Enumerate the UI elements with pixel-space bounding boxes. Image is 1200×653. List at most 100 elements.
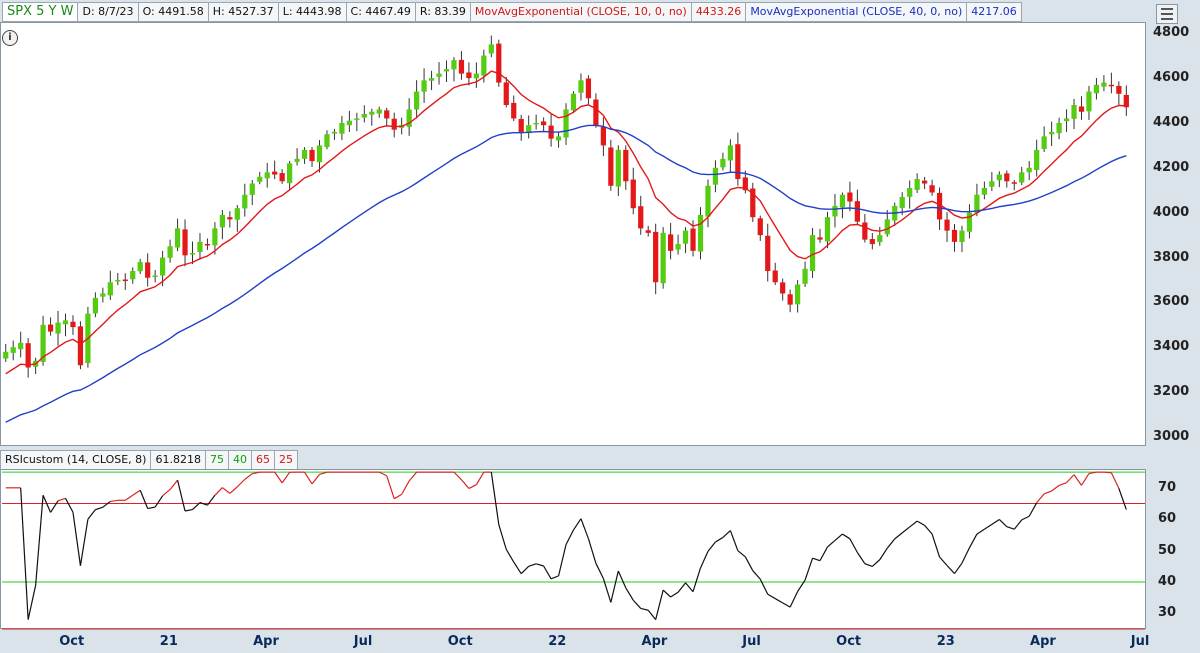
rsi-line-segment bbox=[632, 599, 642, 609]
candle-body bbox=[346, 120, 352, 126]
candle-body bbox=[780, 282, 786, 294]
candle-body bbox=[361, 113, 367, 118]
candle-body bbox=[914, 179, 920, 190]
candle-body bbox=[182, 229, 188, 256]
rsi-line-segment bbox=[139, 490, 149, 509]
candle-body bbox=[690, 228, 696, 251]
candle-body bbox=[608, 147, 614, 186]
candle-body bbox=[354, 118, 360, 120]
candle-body bbox=[301, 149, 308, 159]
symbol-label[interactable]: SPX 5 Y W bbox=[2, 2, 79, 22]
rsi-line-segment bbox=[946, 565, 955, 574]
rsi-line-segment bbox=[595, 563, 604, 579]
candle-body bbox=[287, 163, 293, 184]
rsi-line-segment bbox=[1058, 482, 1067, 486]
rsi-line-segment bbox=[759, 578, 769, 595]
rsi-line-segment bbox=[214, 487, 223, 496]
rsi-line-segment bbox=[490, 472, 500, 525]
rsi-line-segment bbox=[72, 512, 82, 566]
candle-body bbox=[936, 192, 943, 220]
candle-body bbox=[414, 91, 420, 110]
rsi-line-segment bbox=[587, 538, 597, 564]
rsi-tick-label: 40 bbox=[1158, 573, 1177, 589]
candle-body bbox=[526, 125, 532, 134]
rsi-line-segment bbox=[401, 480, 410, 495]
rsi-line-segment bbox=[640, 607, 649, 611]
candle-body bbox=[264, 172, 270, 179]
rsi-line-segment bbox=[812, 557, 821, 562]
candle-body bbox=[593, 99, 599, 126]
close-value: C: 4467.49 bbox=[346, 2, 416, 22]
candle-body bbox=[1101, 82, 1107, 87]
x-tick-label: Jul bbox=[1130, 634, 1150, 649]
candle-body bbox=[152, 275, 158, 278]
rsi-tick-label: 60 bbox=[1158, 511, 1177, 527]
x-tick-label: Apr bbox=[641, 634, 668, 649]
rsi-line-segment bbox=[722, 530, 731, 538]
candle-body bbox=[369, 111, 375, 115]
rsi-line-segment bbox=[1066, 474, 1075, 484]
rsi-line-segment bbox=[797, 579, 806, 592]
candle-body bbox=[570, 93, 577, 111]
candle-body bbox=[130, 271, 136, 280]
candle-body bbox=[907, 188, 913, 197]
rsi-line-segment bbox=[27, 585, 37, 620]
candle-body bbox=[541, 121, 547, 126]
rsi-line-segment bbox=[954, 562, 963, 574]
candle-body bbox=[339, 122, 345, 134]
candle-body bbox=[1123, 94, 1129, 108]
high-value: H: 4527.37 bbox=[208, 2, 279, 22]
info-circle-icon[interactable]: i bbox=[2, 30, 18, 46]
rsi-line-segment bbox=[782, 602, 791, 608]
rsi-line-segment bbox=[647, 609, 657, 620]
ema40-study-label[interactable]: MovAvgExponential (CLOSE, 40, 0, no) bbox=[746, 2, 968, 22]
price-tick-label: 4400 bbox=[1153, 114, 1190, 130]
rsi-line-segment bbox=[453, 471, 462, 481]
rsi-line-segment bbox=[95, 506, 104, 511]
rsi-line-segment bbox=[842, 533, 851, 540]
candle-body bbox=[824, 217, 831, 242]
candle-body bbox=[324, 134, 330, 148]
candle-body bbox=[959, 230, 965, 243]
rsi-line-segment bbox=[311, 474, 320, 485]
ema40-study-value: 4217.06 bbox=[967, 2, 1022, 22]
ema40-line bbox=[5, 124, 1127, 423]
candle-body bbox=[1108, 84, 1114, 87]
ema10-study-label[interactable]: MovAvgExponential (CLOSE, 10, 0, no) bbox=[470, 2, 692, 22]
hamburger-menu-icon[interactable] bbox=[1156, 4, 1178, 24]
rsi-line-segment bbox=[565, 529, 575, 545]
rsi-line-segment bbox=[834, 533, 843, 541]
candle-body bbox=[1019, 172, 1025, 183]
rsi-line-segment bbox=[468, 484, 477, 490]
candle-body bbox=[458, 59, 465, 74]
price-tick-label: 3400 bbox=[1153, 339, 1190, 355]
rsi-line-segment bbox=[535, 563, 544, 567]
candle-body bbox=[630, 179, 636, 209]
x-tick-label: Oct bbox=[59, 634, 85, 649]
rsi-line-segment bbox=[176, 479, 186, 512]
rsi-line-segment bbox=[737, 550, 746, 558]
rsi-line-segment bbox=[184, 508, 193, 512]
candle-body bbox=[697, 214, 704, 252]
candle-body bbox=[623, 149, 629, 182]
rsi-line-segment bbox=[871, 559, 881, 567]
price-tick-label: 4800 bbox=[1153, 25, 1190, 41]
rsi-line-segment bbox=[1043, 490, 1052, 495]
candle-body bbox=[615, 149, 621, 187]
candle-body bbox=[25, 343, 31, 368]
candle-body bbox=[989, 181, 995, 187]
rsi-line-segment bbox=[991, 518, 1000, 525]
candle-body bbox=[869, 239, 875, 245]
rsi-line-segment bbox=[573, 518, 582, 531]
candle-body bbox=[847, 192, 853, 202]
candle-body bbox=[660, 232, 666, 284]
rsi-line-segment bbox=[1051, 484, 1060, 492]
price-tick-label: 4200 bbox=[1153, 159, 1190, 175]
candle-body bbox=[279, 173, 285, 182]
rsi-line-segment bbox=[543, 565, 552, 580]
rsi-panel[interactable] bbox=[0, 469, 1146, 629]
x-tick-label: Jul bbox=[353, 634, 373, 649]
rsi-line-segment bbox=[64, 497, 74, 513]
rsi-study-label[interactable]: RSIcustom (14, CLOSE, 8) bbox=[0, 450, 152, 470]
rsi-line-segment bbox=[901, 526, 911, 534]
